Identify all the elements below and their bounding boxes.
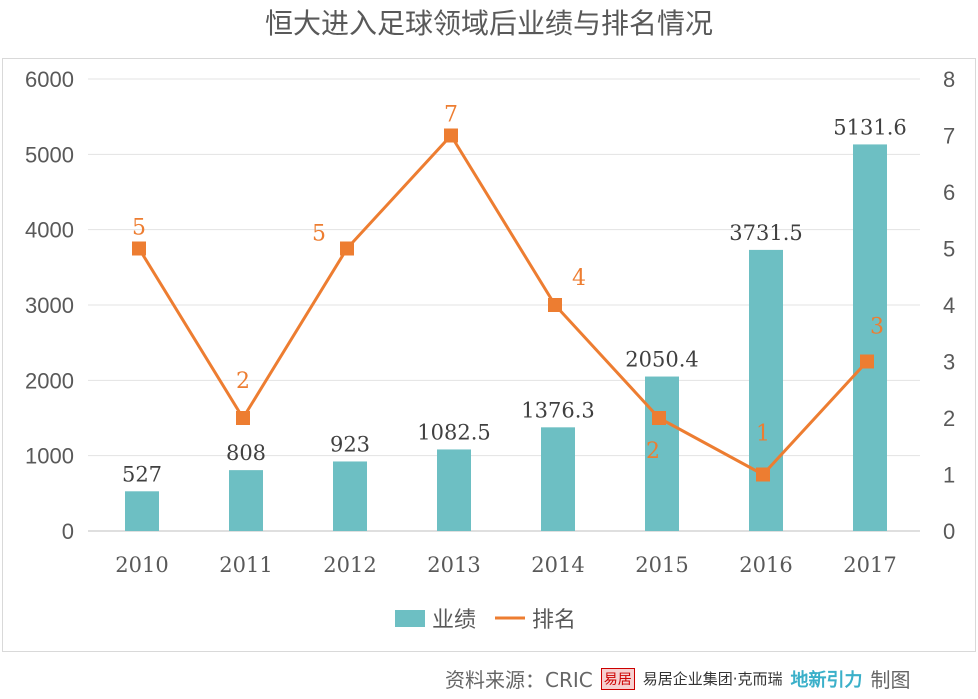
bar — [749, 249, 783, 531]
right-tick-label: 4 — [943, 293, 955, 318]
x-tick-label: 2015 — [635, 553, 688, 577]
line-point — [756, 467, 770, 482]
bar-data-label: 808 — [226, 441, 266, 465]
chart-title: 恒大进入足球领域后业绩与排名情况 — [264, 7, 713, 40]
legend-bar-swatch — [395, 610, 425, 627]
line-point — [340, 241, 354, 256]
line-point — [236, 411, 250, 425]
bar-data-label: 1082.5 — [417, 420, 490, 444]
legend-bar-label: 业绩 — [432, 608, 476, 633]
right-tick-label: 1 — [943, 463, 955, 488]
bar-data-label: 527 — [122, 462, 162, 486]
bar-data-label: 1376.3 — [521, 398, 594, 422]
x-tick-label: 2017 — [843, 553, 896, 577]
right-tick-label: 7 — [943, 124, 955, 149]
left-tick-label: 3000 — [25, 293, 74, 318]
line-data-label: 2 — [236, 369, 250, 394]
line-data-label: 5 — [132, 216, 146, 241]
line-point — [444, 128, 458, 143]
bar — [645, 376, 679, 531]
left-tick-label: 1000 — [25, 444, 74, 469]
x-tick-label: 2016 — [739, 553, 792, 577]
bar-data-label: 2050.4 — [625, 348, 698, 372]
bar — [541, 427, 575, 531]
right-tick-label: 3 — [943, 350, 955, 375]
line-point — [860, 354, 874, 369]
line-series — [137, 133, 869, 477]
line-data-label: 7 — [444, 103, 458, 128]
line-point — [652, 411, 666, 425]
bar — [229, 470, 263, 531]
left-tick-label: 6000 — [25, 67, 74, 92]
bar — [125, 491, 159, 531]
line-data-label: 4 — [572, 266, 586, 291]
x-tick-label: 2010 — [115, 553, 168, 577]
left-tick-label: 2000 — [25, 368, 74, 393]
line-data-label: 3 — [870, 315, 884, 340]
right-tick-label: 5 — [943, 237, 955, 262]
x-tick-label: 2011 — [219, 553, 272, 577]
footer: 资料来源：CRIC 易居 易居企业集团·克而瑞 地新引力 制图 — [445, 664, 911, 693]
made-text: 制图 — [870, 668, 911, 692]
source-text: 资料来源：CRIC — [445, 668, 593, 692]
line-point — [132, 241, 146, 256]
right-tick-label: 0 — [943, 519, 955, 544]
right-tick-label: 8 — [943, 67, 955, 92]
chart-frame — [2, 58, 976, 652]
bar-data-label: 5131.6 — [833, 115, 906, 139]
line-point — [548, 298, 562, 312]
left-tick-label: 5000 — [25, 142, 74, 167]
chart: 0 1000 2000 3000 4000 5000 6000 0 1 2 3 4 5 6 7 8 2010 20… — [25, 67, 955, 633]
seal-logo: 易居 — [600, 667, 635, 690]
brand-logo: 地新引力 — [790, 669, 863, 691]
right-tick-label: 6 — [943, 180, 955, 205]
line-data-label: 2 — [646, 439, 660, 464]
bar-data-label: 3731.5 — [729, 221, 802, 245]
line-data-label: 5 — [312, 222, 326, 247]
left-tick-label: 4000 — [25, 218, 74, 243]
x-tick-label: 2012 — [323, 553, 376, 577]
left-tick-label: 0 — [62, 519, 74, 544]
bar — [333, 461, 367, 531]
right-tick-label: 2 — [943, 406, 955, 431]
legend-line-label: 排名 — [532, 608, 576, 633]
bar — [437, 449, 471, 531]
group-logo: 易居企业集团·克而瑞 — [642, 670, 783, 688]
x-tick-label: 2013 — [427, 553, 480, 577]
x-tick-label: 2014 — [531, 553, 584, 577]
bar-data-label: 923 — [330, 432, 370, 456]
line-data-label: 1 — [756, 422, 770, 447]
bar — [853, 144, 887, 531]
